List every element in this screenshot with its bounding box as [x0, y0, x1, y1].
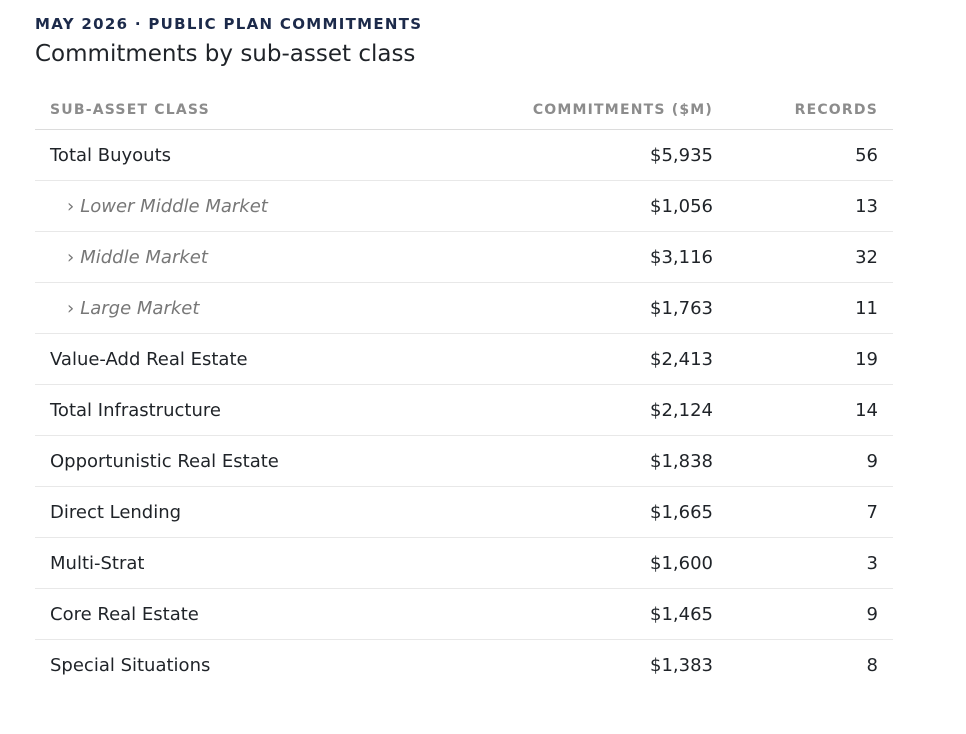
sub-asset-class-label: Direct Lending [50, 501, 182, 523]
page-title: Commitments by sub-asset class [35, 41, 416, 67]
records-count: 9 [728, 588, 893, 640]
commitments-value: $5,935 [515, 129, 728, 181]
commitments-value: $1,665 [515, 486, 728, 538]
sub-asset-class-label: Opportunistic Real Estate [50, 450, 279, 472]
records-count: 9 [728, 435, 893, 487]
sub-asset-class-label: Core Real Estate [50, 603, 199, 625]
row-label-cell: Value-Add Real Estate [35, 333, 515, 385]
chevron-right-icon: › [67, 246, 75, 268]
commitments-table: SUB-ASSET CLASS COMMITMENTS ($M) RECORDS… [35, 90, 893, 690]
table-row: Multi-Strat $1,600 3 [35, 537, 893, 589]
commitments-value: $1,838 [515, 435, 728, 487]
sub-asset-class-label: Multi-Strat [50, 552, 145, 574]
table-row-sub: › Lower Middle Market $1,056 13 [35, 180, 893, 232]
records-count: 3 [728, 537, 893, 589]
row-label-cell: › Lower Middle Market [35, 180, 515, 232]
records-count: 7 [728, 486, 893, 538]
column-header-commitments: COMMITMENTS ($M) [515, 90, 728, 130]
header-row: SUB-ASSET CLASS COMMITMENTS ($M) RECORDS [35, 90, 893, 130]
sub-asset-class-label: Lower Middle Market [80, 195, 268, 217]
commitments-value: $1,600 [515, 537, 728, 589]
commitments-value: $3,116 [515, 231, 728, 283]
sub-asset-class-label: Large Market [80, 297, 200, 319]
table-row-sub: › Middle Market $3,116 32 [35, 231, 893, 283]
row-label-cell: Opportunistic Real Estate [35, 435, 515, 487]
table-row: Total Buyouts $5,935 56 [35, 129, 893, 181]
records-count: 14 [728, 384, 893, 436]
sub-asset-class-label: Middle Market [80, 246, 208, 268]
table-row: Core Real Estate $1,465 9 [35, 588, 893, 640]
table-row-sub: › Large Market $1,763 11 [35, 282, 893, 334]
records-count: 32 [728, 231, 893, 283]
records-count: 56 [728, 129, 893, 181]
commitments-value: $2,124 [515, 384, 728, 436]
column-header-sub-asset-class: SUB-ASSET CLASS [35, 90, 515, 130]
commitments-value: $1,056 [515, 180, 728, 232]
sub-asset-class-label: Special Situations [50, 654, 211, 676]
chevron-right-icon: › [67, 297, 75, 319]
table-row: Opportunistic Real Estate $1,838 9 [35, 435, 893, 487]
sub-asset-class-label: Value-Add Real Estate [50, 348, 248, 370]
row-label-cell: Core Real Estate [35, 588, 515, 640]
table-row: Total Infrastructure $2,124 14 [35, 384, 893, 436]
table-row: Special Situations $1,383 8 [35, 640, 893, 691]
records-count: 8 [866, 654, 878, 676]
records-count: 19 [728, 333, 893, 385]
row-label-cell: Special Situations [35, 640, 515, 691]
row-label-cell: Total Buyouts [35, 129, 515, 181]
commitments-value: $2,413 [515, 333, 728, 385]
sub-asset-class-label: Total Infrastructure [50, 399, 221, 421]
row-label-cell: › Large Market [35, 282, 515, 334]
records-count: 11 [728, 282, 893, 334]
table-body: Total Buyouts $5,935 56 › Lower Middle Marke… [35, 129, 893, 691]
eyebrow-label: MAY 2026 · PUBLIC PLAN COMMITMENTS [35, 15, 423, 33]
table-row: Value-Add Real Estate $2,413 19 [35, 333, 893, 385]
chevron-right-icon: › [67, 195, 75, 217]
commitments-value: $1,383 [650, 654, 713, 676]
row-label-cell: Multi-Strat [35, 537, 515, 589]
row-label-cell: Total Infrastructure [35, 384, 515, 436]
records-count: 13 [728, 180, 893, 232]
table-row: Direct Lending $1,665 7 [35, 486, 893, 538]
table-header: SUB-ASSET CLASS COMMITMENTS ($M) RECORDS [35, 90, 893, 130]
commitments-value: $1,465 [515, 588, 728, 640]
column-header-records: RECORDS [728, 90, 893, 130]
row-label-cell: › Middle Market [35, 231, 515, 283]
commitments-value: $1,763 [515, 282, 728, 334]
row-label-cell: Direct Lending [35, 486, 515, 538]
sub-asset-class-label: Total Buyouts [50, 144, 172, 166]
